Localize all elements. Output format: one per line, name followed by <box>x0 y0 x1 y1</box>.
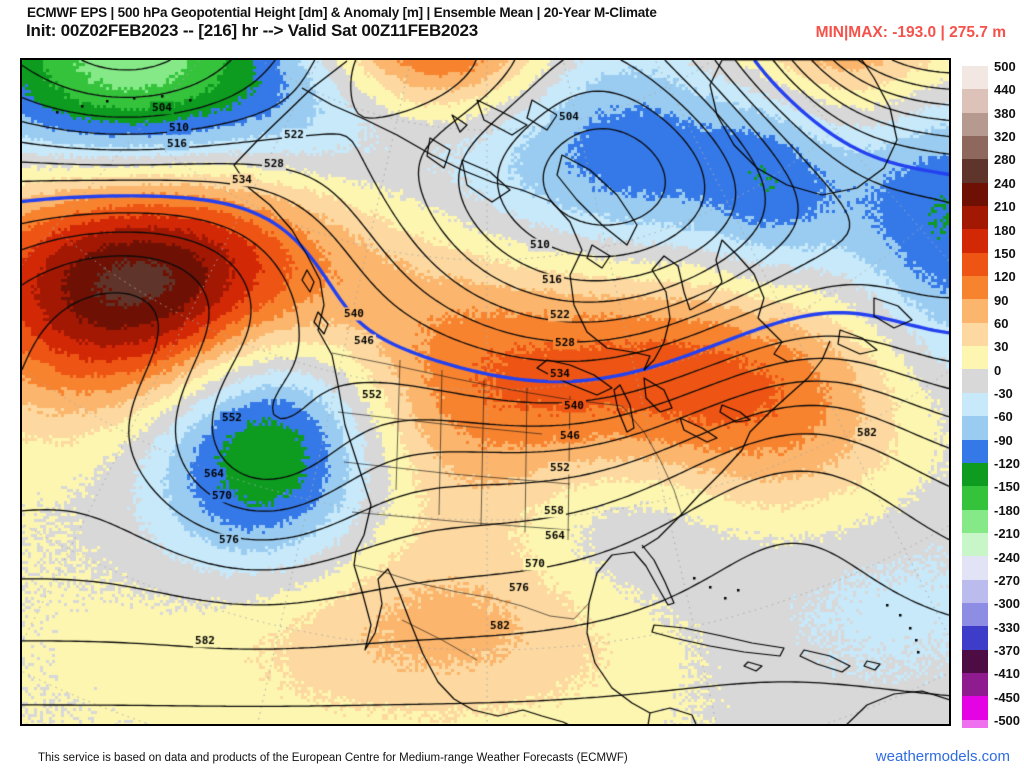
colorbar-tick: 60 <box>994 315 1009 331</box>
colorbar-band <box>962 89 988 113</box>
colorbar-band <box>962 649 988 673</box>
colorbar-tick: 180 <box>994 222 1016 238</box>
colorbar-tick: -150 <box>994 479 1021 495</box>
colorbar-tick: 0 <box>994 362 1002 378</box>
colorbar-tick: 440 <box>994 82 1016 98</box>
colorbar-band <box>962 112 988 137</box>
colorbar-band <box>962 532 988 557</box>
colorbar-tick: -240 <box>994 549 1021 565</box>
colorbar-tick: 90 <box>994 292 1009 308</box>
colorbar-band <box>962 182 988 207</box>
anomaly-colorbar <box>962 60 988 728</box>
colorbar-band <box>962 462 988 487</box>
colorbar-band <box>962 416 988 440</box>
colorbar-band <box>962 556 988 580</box>
map-frame <box>20 58 951 726</box>
colorbar-tick: -60 <box>994 409 1013 425</box>
colorbar-band <box>962 439 988 463</box>
colorbar-tick: 320 <box>994 129 1016 145</box>
colorbar-band <box>962 322 988 347</box>
colorbar-band <box>962 579 988 603</box>
colorbar-band <box>962 392 988 417</box>
init-valid-line: Init: 00Z02FEB2023 -- [216] hr --> Valid… <box>26 21 479 40</box>
colorbar-tick: -120 <box>994 456 1021 472</box>
minmax-readout: MIN|MAX: -193.0 | 275.7 m <box>815 24 1006 41</box>
colorbar-band <box>962 136 988 160</box>
colorbar-tick: -300 <box>994 596 1021 612</box>
weathermodels-link[interactable]: weathermodels.com <box>875 748 1010 765</box>
colorbar-tick: -270 <box>994 572 1021 588</box>
colorbar-tick: 240 <box>994 175 1016 191</box>
colorbar-tick: -370 <box>994 642 1021 658</box>
colorbar-tick: -410 <box>994 666 1021 682</box>
footer-disclaimer: This service is based on data and produc… <box>38 752 628 764</box>
chart-title: ECMWF EPS | 500 hPa Geopotential Height … <box>27 5 657 20</box>
colorbar-tick: 120 <box>994 269 1016 285</box>
colorbar-band <box>962 369 988 393</box>
colorbar-band <box>962 626 988 650</box>
colorbar-band <box>962 672 988 697</box>
colorbar-band <box>962 60 988 66</box>
colorbar-band <box>962 719 988 728</box>
colorbar-band <box>962 229 988 253</box>
colorbar-tick: -330 <box>994 619 1021 635</box>
colorbar-band <box>962 276 988 300</box>
colorbar-tick: -90 <box>994 432 1013 448</box>
colorbar-band <box>962 299 988 323</box>
colorbar-band <box>962 66 988 90</box>
colorbar-tick: 280 <box>994 152 1016 168</box>
colorbar-tick: -30 <box>994 386 1013 401</box>
colorbar-tick: -180 <box>994 502 1021 518</box>
colorbar-tick: -500 <box>994 713 1021 728</box>
weather-map-canvas <box>22 60 949 724</box>
colorbar-tick-labels: 500 440 380 320 280 240 210 180 150 120 90 60 30 0 -30… <box>994 59 1024 728</box>
colorbar-band <box>962 509 988 533</box>
colorbar-tick: 150 <box>994 245 1016 261</box>
colorbar-band <box>962 252 988 277</box>
colorbar-tick: 380 <box>994 105 1016 121</box>
colorbar-tick: 210 <box>994 199 1016 215</box>
colorbar-band <box>962 696 988 720</box>
colorbar-tick: 30 <box>994 339 1009 355</box>
colorbar-band <box>962 486 988 510</box>
colorbar-band <box>962 159 988 183</box>
colorbar-tick: -450 <box>994 689 1021 705</box>
colorbar-band <box>962 602 988 627</box>
colorbar-band <box>962 206 988 230</box>
colorbar-tick: 500 <box>994 59 1016 74</box>
colorbar-tick: -210 <box>994 526 1021 542</box>
colorbar-band <box>962 346 988 370</box>
